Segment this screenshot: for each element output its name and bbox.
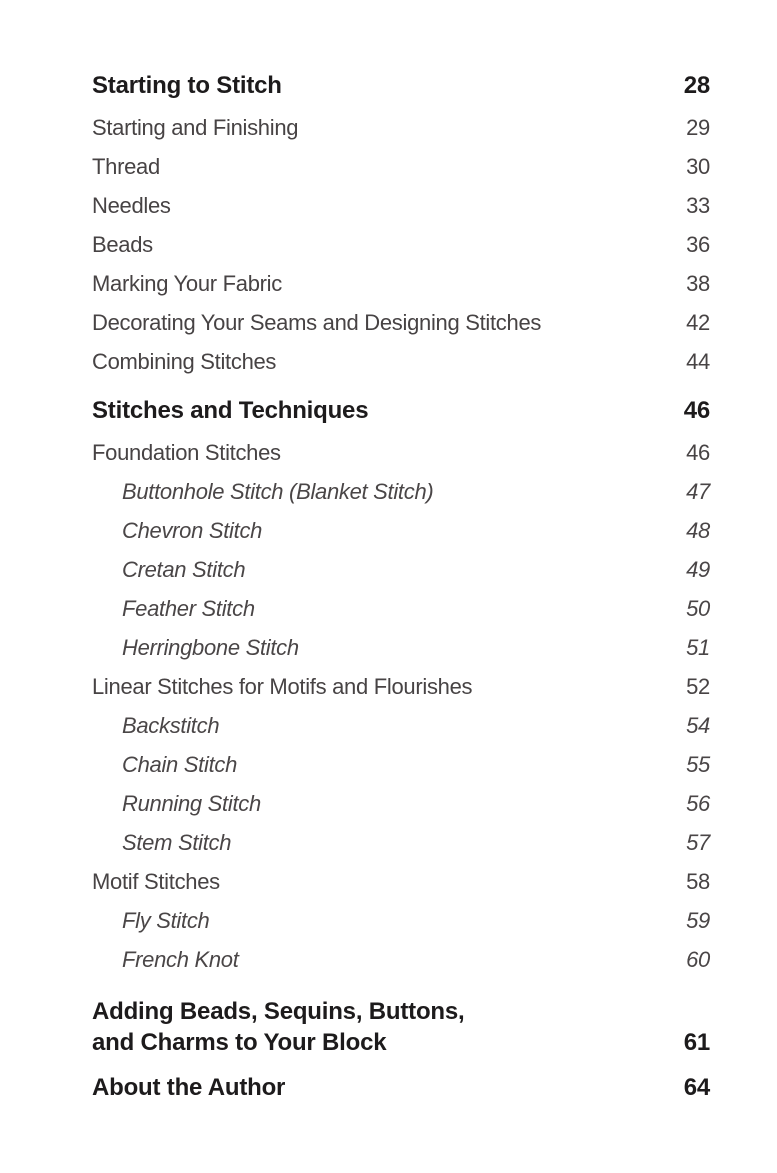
toc-row: Starting and Finishing 29 <box>92 108 710 147</box>
toc-entry-label: Backstitch <box>122 712 220 738</box>
toc-row: Backstitch 54 <box>92 706 710 745</box>
toc-entry-label: Starting and Finishing <box>92 114 299 140</box>
toc-row: Chevron Stitch 48 <box>92 511 710 550</box>
toc-entry-label: Buttonhole Stitch (Blanket Stitch) <box>122 478 434 504</box>
toc-row: Combining Stitches 44 <box>92 342 710 381</box>
toc-entry-label: Feather Stitch <box>122 595 255 621</box>
toc-entry-label: Adding Beads, Sequins, Buttons, <box>92 997 465 1025</box>
toc-entry-page: 50 <box>686 595 710 621</box>
toc-row: Herringbone Stitch 51 <box>92 628 710 667</box>
toc-row: Foundation Stitches 46 <box>92 433 710 472</box>
toc-entry-label: and Charms to Your Block <box>92 1028 387 1056</box>
toc-entry-page: 44 <box>686 348 710 374</box>
toc-entry-label: Fly Stitch <box>122 907 210 933</box>
toc-row: Feather Stitch 50 <box>92 589 710 628</box>
toc-entry-label: Decorating Your Seams and Designing Stit… <box>92 309 542 335</box>
toc-entry-label: Cretan Stitch <box>122 556 246 582</box>
toc-entry-page: 60 <box>686 946 710 972</box>
toc-entry-label: Beads <box>92 231 153 257</box>
toc-entry-page: 30 <box>686 153 710 179</box>
toc-entry-page: 48 <box>686 517 710 543</box>
toc-row: Beads 36 <box>92 225 710 264</box>
toc-entry-label: Starting to Stitch <box>92 71 282 99</box>
toc-row: Cretan Stitch 49 <box>92 550 710 589</box>
toc-entry-label: Stitches and Techniques <box>92 396 369 424</box>
toc-entry-page: 47 <box>686 478 710 504</box>
toc-entry-page: 64 <box>683 1073 710 1101</box>
toc-row: Motif Stitches 58 <box>92 862 710 901</box>
toc-entry-label: Chain Stitch <box>122 751 238 777</box>
toc-entry-page: 58 <box>686 868 710 894</box>
toc-row: French Knot 60 <box>92 940 710 979</box>
toc-row: Thread 30 <box>92 147 710 186</box>
toc-list: Starting to Stitch 28 Starting and Finishi… <box>92 66 710 1110</box>
toc-entry-label: Needles <box>92 192 171 218</box>
toc-row: Chain Stitch 55 <box>92 745 710 784</box>
toc-entry-page: 56 <box>686 790 710 816</box>
toc-row: Needles 33 <box>92 186 710 225</box>
toc-entry-label: Combining Stitches <box>92 348 277 374</box>
toc-entry-label: Thread <box>92 153 160 179</box>
toc-entry-label: Marking Your Fabric <box>92 270 282 296</box>
toc-entry-page: 29 <box>686 114 710 140</box>
toc-row: Stem Stitch 57 <box>92 823 710 862</box>
toc-entry-page: 38 <box>686 270 710 296</box>
toc-entry-page: 42 <box>686 309 710 335</box>
toc-entry-page: 54 <box>686 712 710 738</box>
toc-entry-page: 52 <box>686 673 710 699</box>
toc-row: Running Stitch 56 <box>92 784 710 823</box>
toc-entry-label: Chevron Stitch <box>122 517 263 543</box>
toc-entry-page: 46 <box>686 439 710 465</box>
toc-row: and Charms to Your Block 61 <box>92 1027 710 1058</box>
toc-entry-label: About the Author <box>92 1073 286 1101</box>
toc-entry-page: 59 <box>686 907 710 933</box>
toc-entry-label: Motif Stitches <box>92 868 220 894</box>
toc-entry-page: 55 <box>686 751 710 777</box>
toc-entry-page: 36 <box>686 231 710 257</box>
toc-row: Linear Stitches for Motifs and Flourishe… <box>92 667 710 706</box>
toc-entry-label: Linear Stitches for Motifs and Flourishe… <box>92 673 473 699</box>
toc-row: About the Author 64 <box>92 1068 710 1107</box>
toc-entry-label: French Knot <box>122 946 239 972</box>
toc-entry-label: Herringbone Stitch <box>122 634 299 660</box>
toc-row: Decorating Your Seams and Designing Stit… <box>92 303 710 342</box>
toc-row: Buttonhole Stitch (Blanket Stitch) 47 <box>92 472 710 511</box>
toc-row: Adding Beads, Sequins, Buttons, <box>92 996 710 1027</box>
toc-entry-label: Stem Stitch <box>122 829 232 855</box>
toc-entry-page: 51 <box>686 634 710 660</box>
toc-row: Stitches and Techniques 46 <box>92 391 710 430</box>
toc-entry-page: 49 <box>686 556 710 582</box>
toc-row: Fly Stitch 59 <box>92 901 710 940</box>
toc-row: Marking Your Fabric 38 <box>92 264 710 303</box>
toc-row: Starting to Stitch 28 <box>92 66 710 105</box>
toc-entry-page: 61 <box>683 1028 710 1056</box>
toc-entry-page: 57 <box>686 829 710 855</box>
toc-entry-label: Running Stitch <box>122 790 261 816</box>
toc-entry-page: 33 <box>686 192 710 218</box>
toc-entry-label: Foundation Stitches <box>92 439 281 465</box>
toc-entry-page: 28 <box>683 71 710 99</box>
toc-entry-page: 46 <box>683 396 710 424</box>
